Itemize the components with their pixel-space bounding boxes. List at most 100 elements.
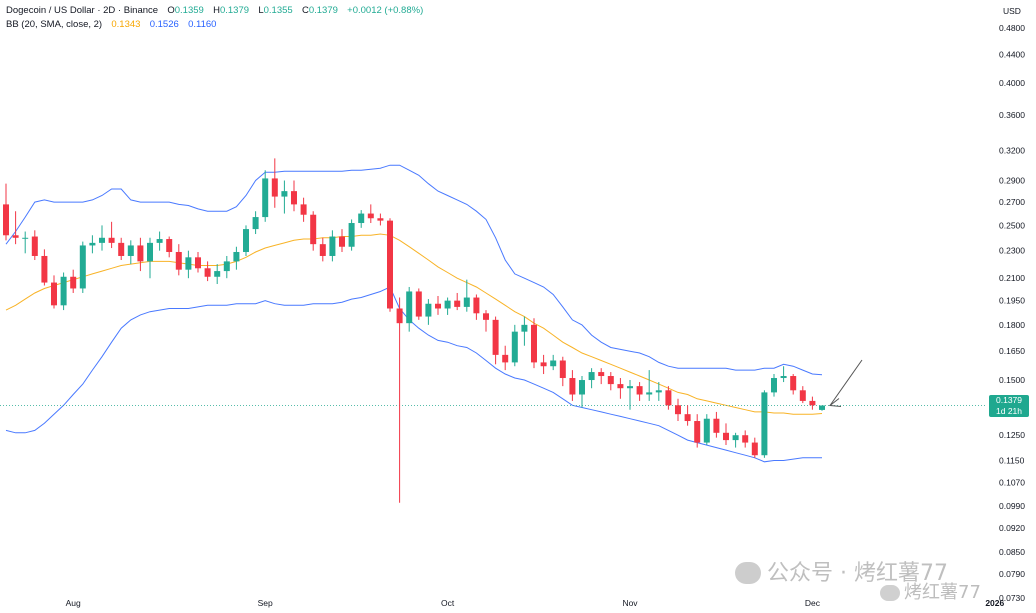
candle-body [291, 191, 297, 205]
candle-body [521, 324, 528, 332]
legend-open: 0.1359 [174, 5, 204, 16]
y-tick-label: 0.0790 [999, 569, 1025, 579]
y-tick-label: 0.1500 [999, 375, 1025, 385]
watermark-secondary: 烤红薯77 [880, 578, 981, 604]
y-tick-label: 0.1800 [999, 320, 1025, 330]
candle-body [579, 380, 585, 395]
y-tick-label: 0.2100 [999, 273, 1025, 283]
candle-body [655, 390, 662, 393]
candle-body [511, 331, 518, 363]
legend-symbol-row: Dogecoin / US Dollar · 2D · Binance O0.1… [6, 4, 423, 18]
candle-body [41, 255, 48, 283]
y-tick-label: 0.0850 [999, 547, 1025, 557]
candle-body [435, 303, 441, 309]
candle-body [99, 237, 105, 243]
candle-body [415, 291, 422, 317]
candle-body [252, 217, 259, 230]
candle-body [70, 276, 77, 289]
watermark-text-secondary: 烤红薯77 [904, 582, 981, 603]
candle-body [550, 360, 557, 367]
candle-body [425, 303, 432, 317]
last-price-tag: 0.1379 1d 21h [989, 395, 1029, 417]
x-tick-label: Sep [258, 598, 273, 608]
candle-body [89, 242, 96, 246]
legend-bb-row: BB (20, SMA, close, 2) 0.1343 0.1526 0.1… [6, 18, 423, 32]
candle-body [262, 178, 269, 218]
candle-body [617, 384, 624, 389]
legend-change: +0.0012 (+0.88%) [347, 5, 424, 16]
x-tick-label: Nov [622, 598, 638, 608]
candle-body [723, 432, 729, 441]
annotation-arrow-shaft [829, 359, 863, 406]
y-tick-label: 0.2300 [999, 246, 1025, 256]
candle-body [502, 354, 509, 363]
y-tick-label: 0.0990 [999, 501, 1025, 511]
candle-body [12, 235, 19, 238]
legend-close: 0.1379 [308, 5, 338, 16]
y-tick-label: 0.2900 [999, 176, 1025, 186]
y-tick-label: 0.0920 [999, 523, 1025, 533]
candle-body [463, 297, 470, 307]
candle-body [598, 372, 605, 377]
candle-body [271, 178, 278, 197]
candle-body [185, 257, 192, 270]
candle-body [761, 392, 768, 456]
candle-body [137, 245, 144, 262]
y-tick-label: 0.1070 [999, 477, 1025, 487]
candle-body [483, 313, 489, 320]
legend-bb-lower: 0.1160 [188, 19, 217, 30]
candle-body [742, 435, 749, 443]
candle-body [675, 405, 681, 415]
candle-body [819, 405, 825, 410]
candle-body [799, 390, 806, 401]
legend-close-label: C [301, 5, 309, 16]
y-tick-label: 0.1650 [999, 346, 1025, 356]
candle-body [195, 257, 201, 269]
bb-upper-line [5, 164, 823, 376]
candle-body [166, 239, 173, 252]
candle-body [751, 442, 758, 456]
candle-body [636, 386, 643, 395]
legend-high-label: H [213, 5, 220, 16]
candle-body [339, 236, 345, 247]
candle-body [569, 378, 576, 395]
legend-low-label: L [258, 5, 264, 16]
candle-body [607, 376, 614, 385]
candle-body [348, 223, 355, 247]
x-tick-label: Oct [441, 598, 455, 608]
candle-body [51, 282, 57, 306]
bb-lower-line [5, 286, 822, 463]
candle-body [790, 376, 797, 391]
candle-body [233, 251, 240, 262]
candle-body [319, 244, 326, 256]
candle-body [377, 218, 384, 221]
legend-symbol: Dogecoin / US Dollar · 2D · Binance [6, 5, 159, 16]
y-tick-label: 0.4400 [999, 49, 1025, 59]
candle-body [118, 242, 125, 256]
candle-body [223, 261, 230, 272]
candle-body [809, 400, 816, 406]
y-tick-label: 0.2700 [999, 197, 1025, 207]
candle-body [22, 237, 29, 239]
candle-body [396, 308, 403, 324]
legend-high: 0.1379 [219, 5, 250, 16]
legend-bb-label: BB (20, SMA, close, 2) [6, 19, 103, 30]
candle-body [646, 392, 653, 395]
candle-body [214, 271, 221, 277]
y-tick-label: 0.4000 [999, 78, 1025, 88]
y-tick-label: 0.2500 [999, 220, 1025, 230]
candle-body [454, 300, 461, 307]
legend-open-label: O [167, 5, 175, 16]
candle-body [329, 236, 336, 256]
y-tick-label: 0.1150 [999, 455, 1025, 465]
candle-body [358, 213, 365, 224]
candle-body [147, 242, 153, 262]
candle-body [473, 297, 480, 314]
y-tick-label: 0.4800 [999, 23, 1025, 33]
candle-body [204, 268, 211, 277]
candle-body [281, 191, 288, 197]
candle-body [559, 360, 566, 379]
chart-legend: Dogecoin / US Dollar · 2D · Binance O0.1… [6, 4, 423, 32]
x-tick-label: Dec [805, 598, 821, 608]
